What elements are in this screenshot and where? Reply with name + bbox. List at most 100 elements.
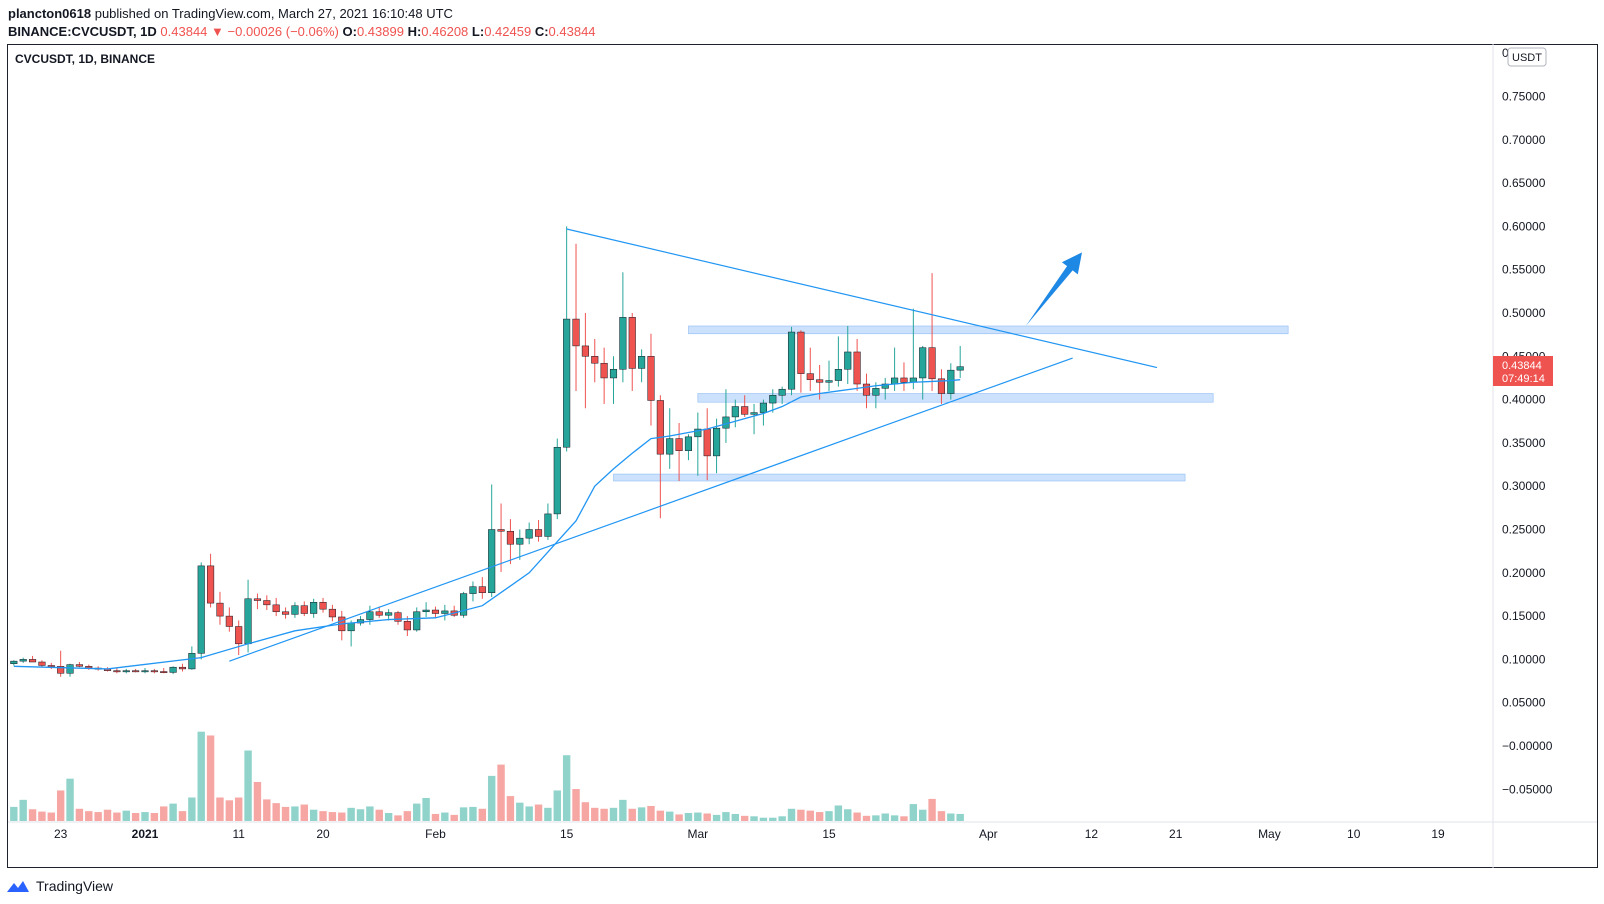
- candle-body: [57, 666, 65, 674]
- volume-bar: [375, 809, 383, 821]
- volume-bar: [244, 750, 252, 821]
- candle-body: [366, 611, 374, 620]
- candle-body: [413, 611, 421, 631]
- footer-brand[interactable]: TradingView: [6, 878, 113, 894]
- volume-bar: [516, 802, 524, 821]
- volume-bar: [272, 803, 280, 821]
- volume-bar: [66, 778, 74, 821]
- volume-bar: [628, 808, 636, 821]
- currency-badge[interactable]: USDT: [1507, 47, 1547, 67]
- volume-bar: [253, 781, 262, 821]
- publish-date: published on TradingView.com, March 27, …: [94, 6, 453, 21]
- volume-bar: [300, 804, 308, 821]
- candle-body: [769, 395, 777, 404]
- x-tick-label: 19: [1431, 827, 1445, 841]
- candle-body: [731, 406, 739, 418]
- tradingview-logo-icon: [7, 881, 29, 892]
- candle-body: [666, 438, 674, 455]
- candle-body: [235, 626, 243, 645]
- support-resistance-zone: [697, 393, 1214, 403]
- x-tick-label: 20: [316, 827, 330, 841]
- volume-bar: [619, 799, 627, 821]
- volume-bar: [656, 810, 665, 821]
- volume-bar: [947, 813, 955, 821]
- candle-body: [816, 379, 824, 383]
- x-tick-label: 10: [1347, 827, 1361, 841]
- volume-bar: [534, 804, 543, 821]
- candle-body: [132, 670, 140, 673]
- volume-bar: [94, 812, 102, 821]
- candle-body: [881, 383, 889, 389]
- candle-body: [319, 601, 327, 610]
- candle-body: [197, 565, 205, 654]
- chart-frame: [7, 44, 1598, 868]
- support-resistance-zone: [613, 473, 1186, 482]
- volume-bar: [178, 811, 187, 821]
- candle-body: [29, 659, 37, 663]
- candle-body: [778, 388, 786, 396]
- chart-title: CVCUSDT, 1D, BINANCE: [15, 52, 155, 66]
- price-tag-countdown: 07:49:14: [1502, 373, 1545, 385]
- candle-body: [19, 659, 27, 662]
- volume-bar: [113, 812, 121, 821]
- volume-bar: [815, 812, 824, 821]
- x-tick-label: May: [1258, 827, 1281, 841]
- volume-bar: [160, 806, 168, 821]
- volume-bar: [675, 814, 683, 821]
- x-tick-label: 11: [232, 827, 245, 841]
- volume-bar: [487, 775, 496, 821]
- volume-bar: [263, 799, 271, 821]
- candle-body: [347, 622, 355, 632]
- volume-bar: [872, 815, 880, 821]
- x-tick-label: 15: [560, 827, 574, 841]
- price-tag-value: 0.43844: [1502, 360, 1542, 372]
- volume-bar: [356, 809, 365, 821]
- candle-body: [75, 664, 83, 667]
- candle-body: [160, 671, 168, 673]
- candle-body: [684, 436, 693, 451]
- candle-body: [300, 605, 308, 614]
- candle-body: [469, 586, 477, 594]
- candle-body: [544, 513, 552, 537]
- candle-body: [956, 366, 964, 371]
- moving-average-line: [13, 379, 961, 670]
- candle-body: [282, 611, 290, 615]
- candles: [10, 226, 964, 677]
- volume-bar: [56, 790, 65, 821]
- candle-body: [919, 347, 927, 379]
- volume-bar: [581, 802, 590, 821]
- brand-label: TradingView: [36, 878, 114, 894]
- volume-bar: [85, 811, 93, 821]
- trendline: [229, 357, 1073, 662]
- volume-bar: [544, 807, 552, 821]
- volume-bar: [787, 808, 796, 821]
- y-tick-label: −0.05000: [1502, 782, 1553, 796]
- volume-bar: [328, 812, 337, 821]
- volume-bar: [122, 810, 130, 821]
- candle-body: [169, 666, 177, 673]
- candle-body: [750, 412, 758, 415]
- open-value: 0.43899: [356, 24, 404, 39]
- author-name[interactable]: plancton0618: [8, 6, 92, 21]
- y-tick-label: 0.20000: [1502, 566, 1546, 580]
- open-label: O:: [342, 24, 357, 39]
- candle-body: [403, 621, 411, 631]
- volume-bar: [666, 811, 674, 821]
- candle-body: [394, 612, 402, 622]
- volume-bar: [75, 808, 84, 821]
- volume-bar: [450, 814, 458, 821]
- candle-body: [478, 586, 486, 593]
- candle-body: [244, 598, 252, 645]
- y-tick-label: 0.25000: [1502, 523, 1546, 537]
- volume-bar: [169, 803, 177, 821]
- candle-body: [253, 598, 261, 601]
- volume-bar: [740, 815, 749, 821]
- volume-bar: [19, 799, 27, 821]
- volume-bar: [197, 731, 205, 821]
- candle-body: [385, 612, 393, 616]
- candle-body: [207, 565, 215, 604]
- zones: [613, 325, 1289, 482]
- close-label: C:: [534, 24, 549, 39]
- y-tick-label: 0.30000: [1502, 479, 1546, 493]
